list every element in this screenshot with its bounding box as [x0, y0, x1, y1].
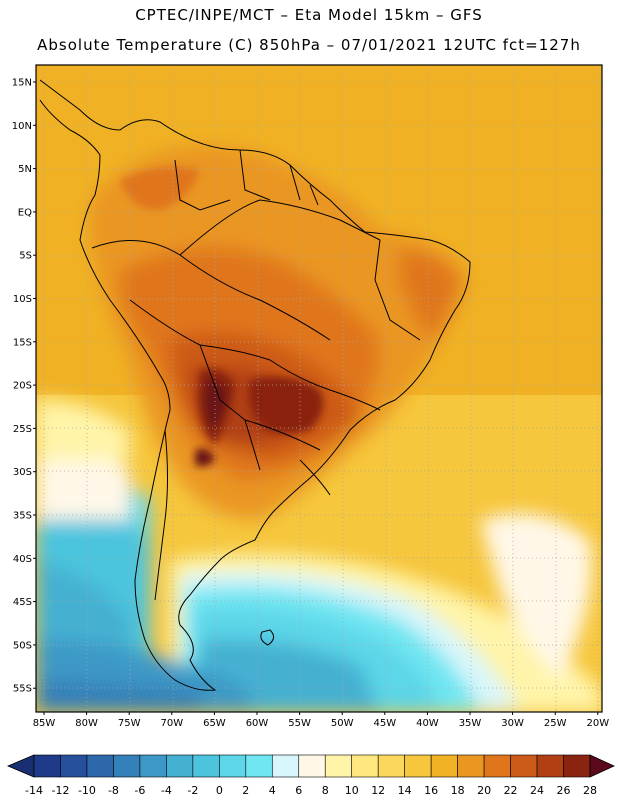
- colorbar-swatch: [219, 754, 247, 778]
- colorbar-tick-label: 10: [345, 784, 359, 797]
- plot-frame: [35, 64, 603, 713]
- colorbar-tick-label: -12: [51, 784, 69, 797]
- cold-south-field: [36, 400, 602, 712]
- lon-label: 25W: [544, 718, 567, 729]
- colorbar-swatch: [510, 754, 538, 778]
- coastlines: [39, 79, 471, 691]
- colorbar-swatch: [166, 754, 194, 778]
- latitude-labels: 15N 10N 5N EQ 5S 10S 15S 20S 25S 30S 35S 40S 45S 50S 5…: [12, 78, 36, 695]
- colorbar-swatch: [33, 754, 61, 778]
- colorbar-tick-label: 16: [424, 784, 438, 797]
- lon-label: 35W: [459, 718, 482, 729]
- lon-label: 80W: [75, 718, 98, 729]
- lat-label: 15S: [13, 337, 32, 348]
- lat-label: 35S: [13, 511, 32, 522]
- colorbar-swatch: [457, 754, 485, 778]
- lat-label: EQ: [18, 207, 32, 218]
- lat-label: 50S: [13, 640, 32, 651]
- colorbar-swatch: [351, 754, 379, 778]
- colorbar-swatch: [86, 754, 114, 778]
- colorbar-swatch: [324, 754, 353, 778]
- colorbar-tick-label: 6: [295, 784, 302, 797]
- colorbar-tick-label: 14: [398, 784, 412, 797]
- colorbar-tick-label: 18: [451, 784, 465, 797]
- colorbar-tick-label: -8: [108, 784, 119, 797]
- lon-label: 70W: [160, 718, 183, 729]
- colorbar-tick-label: -14: [25, 784, 43, 797]
- lat-label: 30S: [13, 467, 32, 478]
- colorbar-swatch: [404, 754, 432, 778]
- lat-label: 20S: [13, 381, 32, 392]
- colorbar-swatch: [377, 754, 405, 778]
- colorbar-tick-label: -2: [187, 784, 198, 797]
- lon-label: 30W: [501, 718, 524, 729]
- lat-label: 55S: [13, 684, 32, 695]
- colorbar-tick-label: -10: [78, 784, 96, 797]
- lat-label: 45S: [13, 597, 32, 608]
- lat-label: 10S: [13, 294, 32, 305]
- colorbar-tick-label: -4: [161, 784, 172, 797]
- colorbar-swatch: [113, 754, 141, 778]
- lat-label: 10N: [12, 121, 32, 132]
- lat-label: 5N: [18, 164, 32, 175]
- hot-core-field: [120, 166, 324, 467]
- lon-label: 45W: [373, 718, 396, 729]
- colorbar-swatch: [483, 754, 511, 778]
- colorbar-tick-label: 8: [322, 784, 329, 797]
- colorbar-swatch: [536, 754, 564, 778]
- map-title-line2: Absolute Temperature (C) 850hPa – 07/01/…: [37, 36, 581, 54]
- colorbar-tick-label: 12: [371, 784, 385, 797]
- lon-label: 65W: [203, 718, 226, 729]
- map-title-line1: CPTEC/INPE/MCT – Eta Model 15km – GFS: [135, 6, 483, 24]
- colorbar-swatch: [192, 754, 220, 778]
- colorbar-swatch: [430, 754, 458, 778]
- lat-label: 5S: [19, 251, 32, 262]
- colorbar-arrow-high: [589, 754, 615, 778]
- lon-label: 55W: [288, 718, 311, 729]
- colorbar-swatch: [563, 754, 591, 778]
- longitude-labels: 85W 80W 75W 70W 65W 60W 55W 50W 45W 40W 35W 30W 25W 2…: [33, 712, 609, 729]
- lat-label: 15N: [12, 78, 32, 89]
- lon-label: 40W: [416, 718, 439, 729]
- lon-label: 50W: [331, 718, 354, 729]
- colorbar-tick-label: 0: [216, 784, 223, 797]
- temperature-field: [36, 65, 602, 712]
- lon-label: 85W: [33, 718, 56, 729]
- colorbar-tick-label: 20: [477, 784, 491, 797]
- colorbar-tick-label: 26: [557, 784, 571, 797]
- lon-label: 75W: [118, 718, 141, 729]
- colorbar-arrow-low: [6, 754, 35, 778]
- colorbar-swatch: [271, 754, 300, 778]
- lon-label: 20W: [586, 718, 609, 729]
- lat-label: 40S: [13, 554, 32, 565]
- colorbar-swatch: [298, 754, 326, 778]
- colorbar: -14 -12 -10 -8 -6 -4 -2 0 2 4 6 8 10 12 14 16 18 20 22 24 26…: [6, 754, 615, 797]
- colorbar-swatch: [139, 754, 167, 778]
- colorbar-tick-label: 2: [242, 784, 249, 797]
- colorbar-tick-label: -6: [134, 784, 145, 797]
- colorbar-swatch: [245, 754, 273, 778]
- lat-label: 25S: [13, 424, 32, 435]
- colorbar-tick-label: 22: [504, 784, 518, 797]
- colorbar-swatch: [60, 754, 88, 778]
- colorbar-tick-label: 24: [530, 784, 544, 797]
- colorbar-tick-label: 28: [583, 784, 597, 797]
- lon-label: 60W: [246, 718, 269, 729]
- colorbar-tick-label: 4: [269, 784, 276, 797]
